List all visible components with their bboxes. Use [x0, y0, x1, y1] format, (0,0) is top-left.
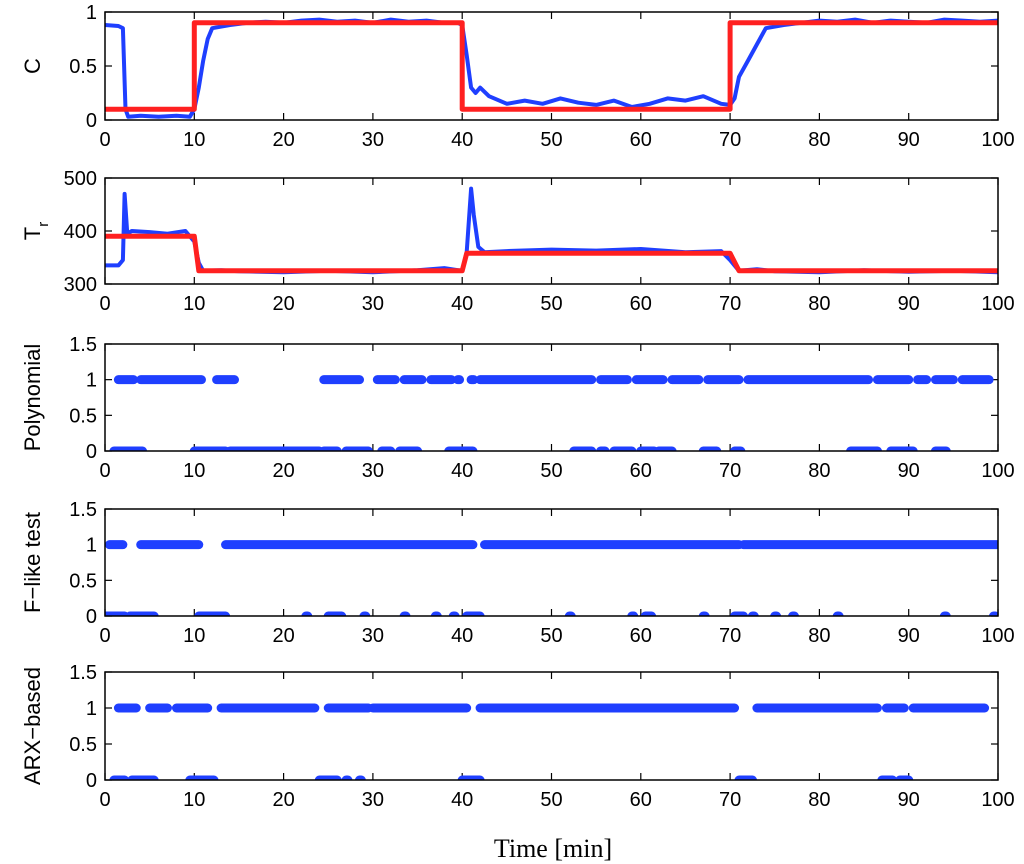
x-tick-label: 60 [630, 625, 652, 647]
x-tick-label: 80 [808, 460, 830, 482]
x-tick-label: 50 [540, 789, 562, 811]
x-tick-label: 50 [540, 293, 562, 315]
y-tick-label: 1 [86, 698, 97, 720]
y-tick-label: 500 [64, 168, 97, 190]
x-tick-label: 30 [362, 129, 384, 151]
reference-line [105, 20, 998, 112]
x-tick-label: 10 [183, 625, 205, 647]
axes-frame [104, 508, 999, 617]
panel-data [109, 375, 994, 451]
y-tick-label: 0 [86, 441, 97, 463]
x-tick-label: 100 [981, 625, 1014, 647]
panel-data [109, 703, 990, 780]
y-tick-label: 0 [86, 606, 97, 628]
y-tick-label: 1.5 [69, 662, 97, 684]
x-tick-label: 0 [99, 625, 110, 647]
x-tick-label: 60 [630, 129, 652, 151]
x-tick-label: 40 [451, 460, 473, 482]
x-tick-label: 100 [981, 293, 1014, 315]
x-tick-label: 90 [898, 129, 920, 151]
y-axis-label: Tr [20, 222, 52, 240]
x-tick-label: 10 [183, 129, 205, 151]
x-tick-label: 50 [540, 129, 562, 151]
x-tick-label: 10 [183, 460, 205, 482]
reference-line [105, 233, 998, 274]
x-tick-label: 60 [630, 789, 652, 811]
y-tick-label: 400 [64, 221, 97, 243]
x-tick-label: 100 [981, 789, 1014, 811]
x-tick-label: 40 [451, 129, 473, 151]
y-axis-label: ARX−based [20, 667, 45, 785]
x-tick-label: 20 [272, 129, 294, 151]
x-tick-label: 20 [272, 625, 294, 647]
x-tick-label: 100 [981, 129, 1014, 151]
x-tick-label: 70 [719, 789, 741, 811]
x-tick-label: 40 [451, 625, 473, 647]
panel-data [105, 17, 998, 119]
x-tick-label: 20 [272, 789, 294, 811]
x-tick-label: 60 [630, 460, 652, 482]
axes-frame [104, 11, 999, 121]
x-tick-label: 30 [362, 789, 384, 811]
x-tick-label: 100 [981, 460, 1014, 482]
x-tick-label: 30 [362, 625, 384, 647]
x-tick-label: 10 [183, 789, 205, 811]
panel-4: 0 10 20 30 40 50 60 70 80 90 100 0 0.5 1 1.5 F−like tes… [20, 499, 1015, 647]
estimate-line [105, 17, 998, 119]
x-tick-label: 0 [99, 460, 110, 482]
y-tick-label: 0.5 [69, 570, 97, 592]
panel-2: 0 10 20 30 40 50 60 70 80 90 100 300 400 500 Tr [20, 168, 1015, 315]
x-tick-label: 90 [898, 625, 920, 647]
x-axis-label: Time [min] [494, 834, 612, 863]
x-tick-label: 70 [719, 293, 741, 315]
y-axis-label: F−like test [20, 512, 45, 613]
x-tick-label: 40 [451, 293, 473, 315]
y-tick-label: 1 [86, 370, 97, 392]
panel-data [105, 540, 998, 616]
axes-frame [104, 671, 999, 781]
x-tick-label: 80 [808, 789, 830, 811]
x-tick-label: 70 [719, 460, 741, 482]
x-tick-label: 50 [540, 625, 562, 647]
y-tick-label: 0.5 [69, 56, 97, 78]
x-tick-label: 90 [898, 293, 920, 315]
x-tick-label: 30 [362, 293, 384, 315]
x-tick-label: 70 [719, 129, 741, 151]
x-tick-label: 20 [272, 460, 294, 482]
y-tick-label: 1 [86, 535, 97, 557]
panel-data [105, 186, 998, 275]
y-tick-label: 0.5 [69, 405, 97, 427]
y-tick-label: 1.5 [69, 334, 97, 356]
x-tick-label: 60 [630, 293, 652, 315]
x-tick-label: 0 [99, 293, 110, 315]
x-tick-label: 50 [540, 460, 562, 482]
x-tick-label: 20 [272, 293, 294, 315]
axes-frame [104, 177, 999, 285]
x-tick-label: 80 [808, 293, 830, 315]
y-axis-label: C [20, 58, 45, 74]
x-tick-label: 0 [99, 789, 110, 811]
x-tick-label: 0 [99, 129, 110, 151]
panel-3: 0 10 20 30 40 50 60 70 80 90 100 0 0.5 1 1.5 Polynomial [20, 334, 1015, 482]
panel-1: 0 10 20 30 40 50 60 70 80 90 100 0 0.5 1 C [20, 2, 1015, 151]
x-tick-label: 30 [362, 460, 384, 482]
x-tick-label: 10 [183, 293, 205, 315]
y-axis-label: Polynomial [20, 344, 45, 452]
y-tick-label: 1.5 [69, 499, 97, 521]
y-tick-label: 0.5 [69, 734, 97, 756]
x-tick-label: 90 [898, 789, 920, 811]
y-tick-label: 0 [86, 770, 97, 792]
x-tick-label: 90 [898, 460, 920, 482]
estimate-line [105, 186, 998, 275]
y-tick-label: 300 [64, 274, 97, 296]
y-tick-label: 1 [86, 2, 97, 24]
x-tick-label: 40 [451, 789, 473, 811]
axes-frame [104, 343, 999, 452]
x-tick-label: 80 [808, 625, 830, 647]
panel-5: 0 10 20 30 40 50 60 70 80 90 100 0 0.5 1 1.5 ARX−based [20, 662, 1015, 811]
y-tick-label: 0 [86, 110, 97, 132]
x-tick-label: 80 [808, 129, 830, 151]
x-tick-label: 70 [719, 625, 741, 647]
